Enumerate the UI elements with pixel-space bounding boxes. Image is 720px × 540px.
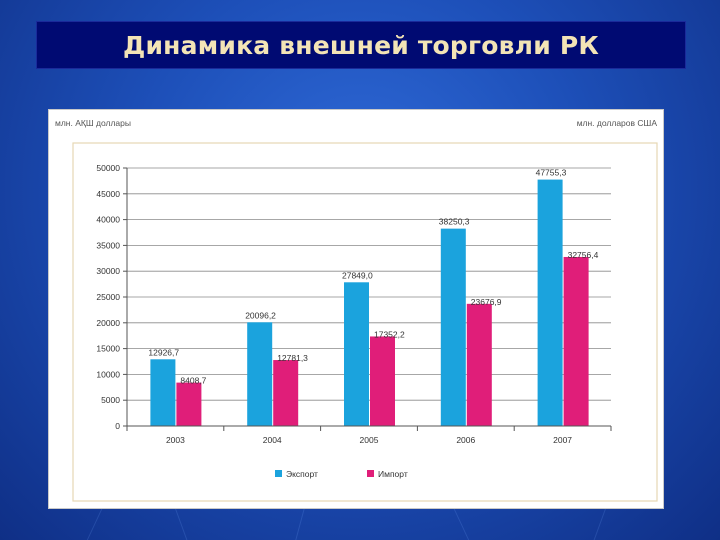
export-value-label-2005: 27849,0 — [342, 270, 373, 280]
import-value-label-2004: 12781,3 — [277, 353, 308, 363]
import-value-label-2003: 8408,7 — [180, 376, 206, 386]
y-axis-ticks: 0 5000 10000 15000 20000 25000 30000 35000 40000… — [96, 163, 127, 431]
y-axis-unit-right: млн. долларов США — [577, 118, 658, 128]
import-bar-2003 — [176, 382, 202, 426]
export-value-label-2004: 20096,2 — [245, 310, 276, 320]
gridlines — [127, 167, 611, 401]
import-bar-2004 — [273, 360, 299, 426]
x-tick-label: 2005 — [360, 435, 379, 445]
import-bar-2007 — [563, 256, 589, 426]
import-bar-2006 — [466, 303, 492, 426]
chart-panel: млн. АҚШ доллары млн. долларов США 0 5000… — [48, 109, 664, 509]
y-tick-label: 20000 — [96, 318, 120, 328]
data-labels: 12926,7 8408,7 20096,2 12781,3 27849,0 17352,… — [148, 168, 598, 386]
y-tick-label: 0 — [115, 421, 120, 431]
export-value-label-2007: 47755,3 — [536, 168, 567, 178]
export-bar-2005 — [344, 282, 369, 426]
legend-label-import: Импорт — [378, 469, 408, 479]
x-tick-label: 2007 — [553, 435, 572, 445]
y-tick-label: 15000 — [96, 344, 120, 354]
import-value-label-2005: 17352,2 — [374, 329, 405, 339]
y-axis-unit-left: млн. АҚШ доллары — [55, 118, 131, 128]
export-bar-2007 — [537, 179, 563, 426]
y-tick-label: 40000 — [96, 215, 120, 225]
export-bar-2004 — [247, 322, 273, 426]
x-tick-label: 2006 — [456, 435, 475, 445]
decorative-line — [86, 505, 105, 540]
export-bar-2006 — [440, 228, 466, 426]
legend-label-export: Экспорт — [286, 469, 318, 479]
title-bar: Динамика внешней торговли РК — [36, 21, 686, 69]
y-tick-label: 10000 — [96, 369, 120, 379]
decorative-line — [295, 505, 306, 540]
legend-swatch-export — [275, 470, 282, 477]
bars — [150, 179, 589, 426]
decorative-line — [451, 505, 470, 540]
x-axis-ticks: 2003 2004 2005 2006 2007 — [126, 426, 612, 445]
y-tick-label: 5000 — [101, 395, 120, 405]
import-bar-2005 — [370, 336, 395, 426]
decorative-line — [173, 505, 188, 540]
export-value-label-2003: 12926,7 — [148, 347, 179, 357]
export-value-label-2006: 38250,3 — [439, 217, 470, 227]
import-value-label-2006: 23676,9 — [471, 297, 502, 307]
legend-swatch-import — [367, 470, 374, 477]
y-tick-label: 25000 — [96, 292, 120, 302]
decorative-line — [593, 505, 608, 540]
x-tick-label: 2004 — [263, 435, 282, 445]
legend: Экспорт Импорт — [275, 469, 408, 479]
slide-title: Динамика внешней торговли РК — [123, 30, 599, 60]
y-tick-label: 50000 — [96, 163, 120, 173]
bar-chart: млн. АҚШ доллары млн. долларов США 0 5000… — [55, 118, 658, 502]
y-tick-label: 35000 — [96, 240, 120, 250]
x-tick-label: 2003 — [166, 435, 185, 445]
y-tick-label: 30000 — [96, 266, 120, 276]
y-tick-label: 45000 — [96, 189, 120, 199]
import-value-label-2007: 32756,4 — [568, 250, 599, 260]
export-bar-2003 — [150, 359, 176, 426]
